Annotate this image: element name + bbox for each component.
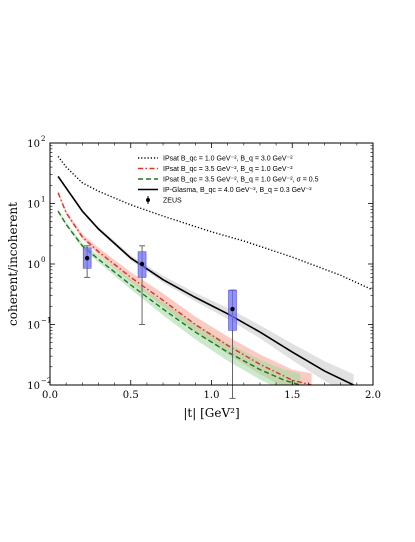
y-tick-exponent-4: 2 (41, 135, 45, 143)
series-band-2 (58, 209, 301, 385)
y-tick-exponent-3: 1 (41, 196, 45, 204)
lines-layer (57, 155, 373, 385)
legend-zeus-marker (146, 198, 150, 202)
y-tick-label-4: 10 (27, 139, 40, 150)
zeus-point-0 (84, 255, 90, 261)
x-tick-label-0: 0.0 (42, 390, 58, 401)
series-band-3 (58, 175, 354, 385)
series-line-1 (57, 192, 312, 385)
x-axis-label: |t| [GeV²] (183, 406, 239, 420)
legend: IPsat B_qc = 1.0 GeV⁻², B_q = 3.0 GeV⁻² I… (138, 156, 319, 205)
series-line-3 (57, 175, 354, 385)
y-tick-label-3: 10 (27, 200, 40, 211)
x-tick-label-2: 1.0 (204, 390, 220, 401)
series-line-2 (57, 210, 301, 385)
y-axis-label: coherent/incoherent (6, 202, 20, 326)
y-tick-label-2: 10 (27, 260, 40, 271)
x-tick-label-1: 0.5 (123, 390, 139, 401)
zeus-point-1 (139, 261, 145, 267)
legend-label-zeus: ZEUS (163, 198, 182, 205)
zeus-point-2 (230, 306, 235, 312)
legend-label-2: IPsat B_qc = 3.5 GeV⁻², B_q = 1.0 GeV⁻²,… (163, 177, 319, 184)
y-tick-exponent-2: 0 (41, 256, 45, 264)
points-layer (82, 245, 237, 399)
bands-layer (58, 175, 354, 385)
y-tick-label-0: 10 (27, 381, 40, 392)
x-tick-label-3: 1.5 (284, 390, 300, 401)
x-tick-label-4: 2.0 (365, 390, 381, 401)
y-tick-exponent-0: −2 (41, 377, 51, 385)
y-tick-exponent-1: −1 (41, 317, 51, 325)
series-line-0 (57, 155, 373, 291)
legend-label-0: IPsat B_qc = 1.0 GeV⁻², B_q = 3.0 GeV⁻² (163, 156, 293, 163)
legend-label-1: IPsat B_qc = 3.5 GeV⁻², B_q = 1.0 GeV⁻² (163, 166, 293, 173)
legend-label-3: IP-Glasma, B_qc = 4.0 GeV⁻², B_q = 0.3 G… (163, 187, 312, 194)
y-tick-label-1: 10 (27, 321, 40, 332)
